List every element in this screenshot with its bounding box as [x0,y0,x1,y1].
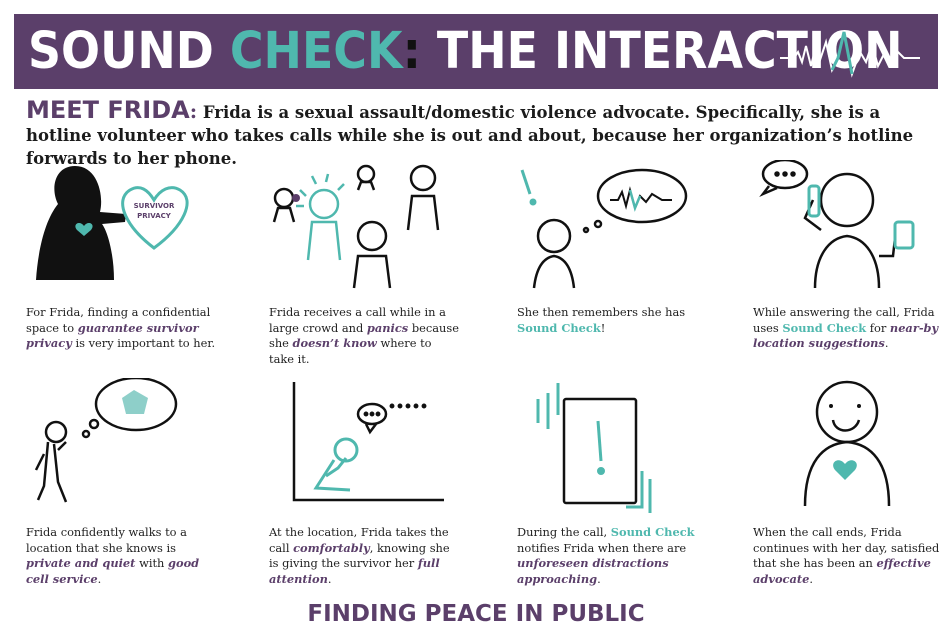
caption-highlight: doesn’t know [292,336,377,350]
caption-text: She then remembers she has [517,305,686,319]
caption-text: notifies Frida when there are [517,540,687,555]
panel-7-caption: During the call, Sound Check notifies Fr… [517,525,707,587]
caption-text: is very important to her. [71,336,216,350]
caption-text: For Frida, finding a confidential space … [26,305,211,335]
caption-text: . [327,571,332,586]
caption-text: ! [600,320,606,335]
caption-highlight: guarantee survivor privacy [26,320,199,351]
happy-heart-icon [803,380,891,507]
caption-text: with [135,556,169,570]
panel-sitting-illustration [266,378,466,508]
caption-text: During the call, [517,525,611,539]
panel-1-caption: For Frida, finding a confidential space … [26,305,216,352]
title-banner: SOUND CHECK: THE INTERACTION [14,14,938,89]
sitting-call-icon [292,382,444,502]
panel-remember-illustration [512,160,712,290]
title-part-interaction: THE INTERACTION [420,22,903,81]
caption-text: . [809,571,814,586]
panel-3-caption: She then remembers she has Sound Check! [517,305,707,336]
silhouette-heart-icon: SURVIVOR PRIVACY [36,166,189,280]
caption-highlight: comfortably [293,540,370,555]
caption-highlight: near-by location suggestions [753,320,939,351]
caption-text: . [597,571,601,586]
footer-tagline: FINDING PEACE IN PUBLIC [307,601,645,627]
panel-6-caption: At the location, Frida takes the call co… [269,525,459,587]
intro-text: Frida is a sexual assault/domestic viole… [26,103,914,168]
thought-wave-icon [520,168,688,289]
caption-highlight: unforeseen distractions approaching [517,556,669,586]
title-part-check: CHECK [229,22,403,81]
phone-call-icon [759,160,915,289]
caption-text: because she [269,320,459,351]
page-title: SOUND CHECK: THE INTERACTION [28,20,903,84]
caption-text: When the call ends, Frida continues with… [753,525,940,570]
heartbeat-wave-icon [780,31,920,78]
survivor-privacy-label: SURVIVOR [134,202,175,210]
caption-text: Frida receives a call while in a large c… [269,305,446,335]
caption-text: . [97,571,102,586]
panel-notify-illustration [534,375,734,515]
caption-text: , knowing she is giving the survivor her [269,540,450,571]
panel-answering-illustration [755,160,952,290]
sound-check-mention: Sound Check [610,525,695,539]
caption-highlight: panics [366,320,409,335]
svg-text:PRIVACY: PRIVACY [137,212,172,220]
caption-highlight: good cell service [26,556,200,586]
sound-check-mention: Sound Check [517,320,601,335]
crowd-panic-icon [272,164,440,289]
intro-paragraph: MEET FRIDA: Frida is a sexual assault/do… [26,96,931,170]
title-colon: : [402,22,421,81]
meet-frida-label: MEET FRIDA [26,96,190,124]
panel-2-caption: Frida receives a call while in a large c… [269,305,459,367]
caption-text: Frida confidently walks to a location th… [26,525,187,555]
caption-text: At the location, Frida takes the call [269,525,449,555]
caption-highlight: full attention [269,556,440,586]
caption-text: While answering the call, Frida uses [753,305,935,335]
sound-check-mention: Sound Check [782,320,867,335]
caption-highlight: effective advocate [753,556,931,586]
caption-text: for [866,320,890,335]
panel-4-caption: While answering the call, Frida uses Sou… [753,305,943,352]
panel-8-caption: When the call ends, Frida continues with… [753,525,943,587]
panel-walking-illustration [30,378,230,508]
panel-privacy-illustration: SURVIVOR PRIVACY [30,160,230,285]
caption-text: where to take it. [269,336,432,366]
walking-thought-icon [34,378,178,503]
caption-highlight: private and quiet [26,556,136,570]
panel-satisfied-illustration [775,378,952,508]
caption-text: . [884,336,889,350]
title-part-sound: SOUND [28,22,230,81]
phone-alert-icon [536,383,652,513]
panel-crowd-illustration [266,160,466,290]
panel-5-caption: Frida confidently walks to a location th… [26,525,216,587]
intro-colon: : [189,99,198,123]
